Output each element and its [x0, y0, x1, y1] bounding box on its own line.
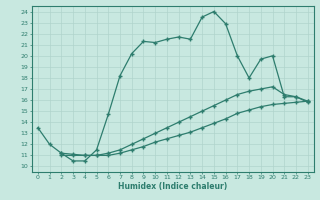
X-axis label: Humidex (Indice chaleur): Humidex (Indice chaleur) [118, 182, 228, 191]
